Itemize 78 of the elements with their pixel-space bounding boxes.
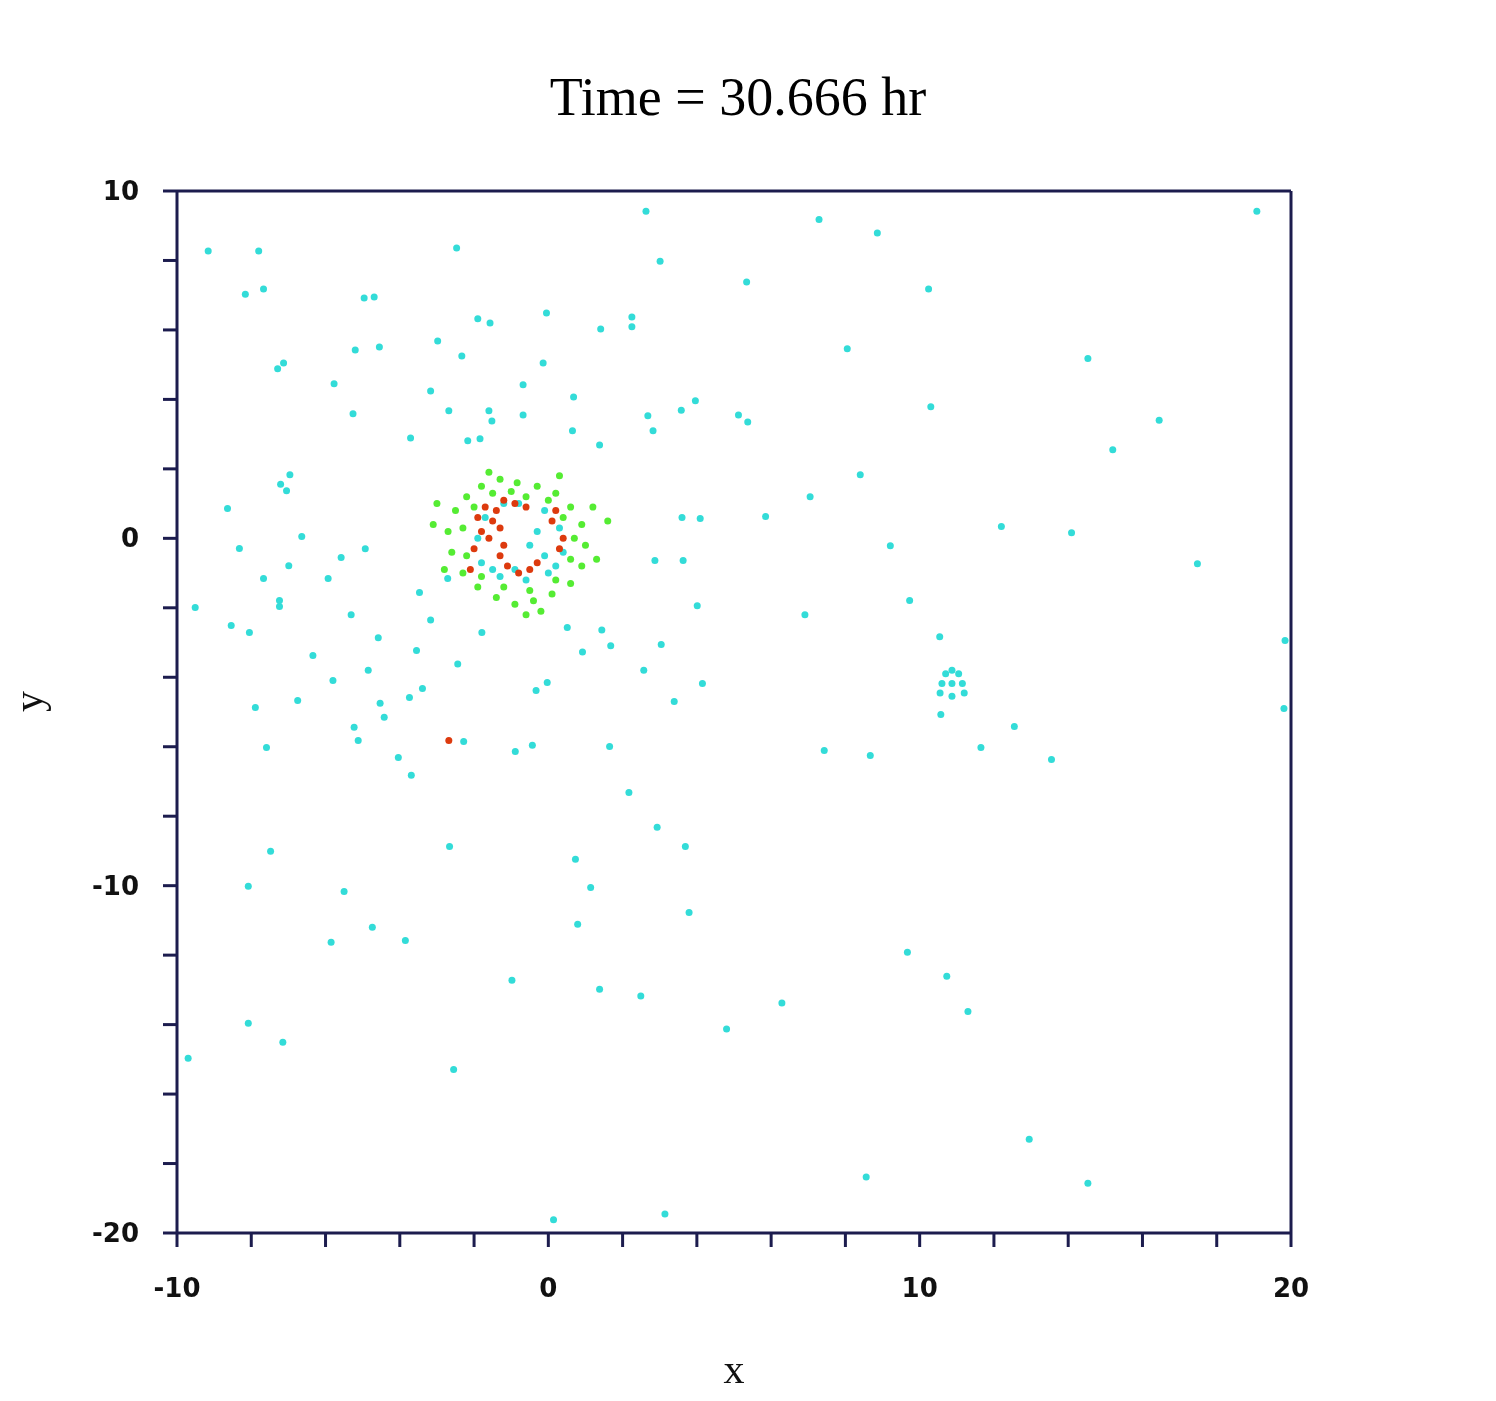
point	[552, 576, 560, 584]
point	[567, 555, 575, 563]
point	[604, 517, 612, 525]
point	[559, 513, 567, 521]
point	[555, 472, 563, 480]
point	[578, 562, 586, 570]
point	[429, 520, 437, 528]
point	[496, 552, 504, 560]
point	[593, 555, 601, 563]
point	[492, 593, 500, 601]
point	[526, 566, 534, 574]
x-tick-label: 20	[1272, 1273, 1310, 1303]
point	[474, 583, 482, 591]
point	[466, 566, 474, 574]
point	[477, 527, 485, 535]
point	[433, 500, 441, 508]
point	[445, 736, 453, 744]
point	[581, 541, 589, 549]
point	[552, 507, 560, 515]
point	[489, 489, 497, 497]
point	[485, 468, 493, 476]
point	[544, 496, 552, 504]
point	[559, 534, 567, 542]
point	[511, 600, 519, 608]
x-axis-title: x	[723, 1346, 745, 1392]
point	[492, 507, 500, 515]
point	[463, 552, 471, 560]
point	[496, 524, 504, 532]
point	[489, 517, 497, 525]
point	[533, 482, 541, 490]
point	[459, 569, 467, 577]
point	[500, 583, 508, 591]
point	[570, 534, 578, 542]
point	[474, 513, 482, 521]
point	[485, 534, 493, 542]
point	[578, 520, 586, 528]
point	[567, 579, 575, 587]
x-tick-label: -10	[153, 1273, 201, 1303]
y-axis-title: y	[4, 691, 51, 712]
point	[555, 545, 563, 553]
point	[500, 496, 508, 504]
y-tick-label: -10	[92, 870, 139, 901]
point	[552, 489, 560, 497]
point	[481, 503, 489, 511]
point	[522, 611, 530, 619]
point	[567, 503, 575, 511]
point	[448, 548, 456, 556]
point	[503, 562, 511, 570]
point	[470, 503, 478, 511]
point	[496, 475, 504, 483]
point	[511, 500, 519, 508]
chart-title: Time = 30.666 hr	[549, 66, 927, 128]
point	[589, 503, 597, 511]
point	[459, 524, 467, 532]
point	[477, 482, 485, 490]
point	[548, 590, 556, 598]
point	[507, 487, 515, 495]
point	[526, 586, 534, 594]
point	[452, 507, 459, 515]
point	[533, 559, 541, 567]
y-tick-label: -20	[92, 1218, 139, 1248]
point	[500, 541, 508, 549]
point	[477, 573, 485, 581]
point	[522, 503, 530, 511]
y-tick-label: 0	[120, 523, 139, 554]
x-tick-label: 10	[901, 1273, 938, 1303]
point	[522, 493, 530, 501]
x-tick-label: 0	[539, 1273, 558, 1303]
point	[529, 597, 537, 605]
point	[470, 545, 478, 553]
point	[463, 493, 471, 501]
y-tick-label: 10	[102, 176, 139, 206]
point	[513, 479, 521, 487]
point	[444, 527, 452, 535]
point	[515, 569, 523, 577]
point	[537, 607, 545, 615]
point	[548, 517, 556, 525]
point	[440, 566, 448, 574]
